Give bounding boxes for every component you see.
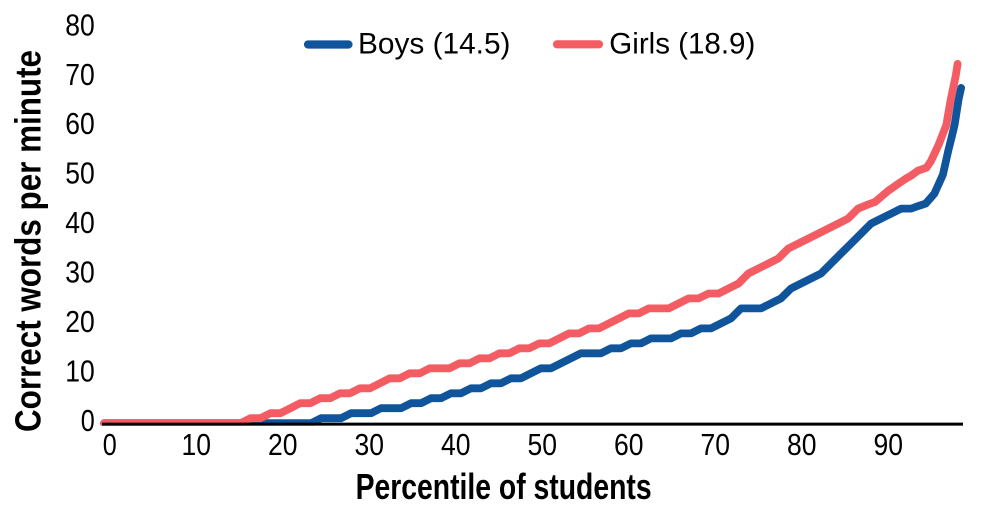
- svg-text:70: 70: [701, 427, 731, 462]
- svg-text:40: 40: [441, 427, 471, 462]
- svg-text:50: 50: [528, 427, 558, 462]
- svg-text:10: 10: [182, 427, 212, 462]
- svg-text:0: 0: [103, 427, 117, 462]
- svg-text:80: 80: [787, 427, 817, 462]
- svg-text:Correct words per minute: Correct words per minute: [7, 50, 48, 432]
- svg-text:30: 30: [355, 427, 385, 462]
- svg-text:90: 90: [874, 427, 904, 462]
- svg-text:0: 0: [81, 403, 95, 438]
- svg-text:70: 70: [65, 57, 95, 92]
- svg-text:10: 10: [65, 354, 95, 389]
- svg-text:40: 40: [65, 205, 95, 240]
- svg-text:20: 20: [268, 427, 298, 462]
- svg-text:20: 20: [65, 304, 95, 339]
- svg-text:Percentile of students: Percentile of students: [356, 466, 652, 507]
- svg-text:30: 30: [65, 255, 95, 290]
- svg-text:Boys (14.5): Boys (14.5): [358, 27, 511, 60]
- svg-text:Girls (18.9): Girls (18.9): [609, 27, 755, 60]
- svg-text:50: 50: [65, 156, 95, 191]
- svg-text:60: 60: [65, 106, 95, 141]
- svg-text:80: 80: [65, 7, 95, 42]
- svg-text:60: 60: [614, 427, 644, 462]
